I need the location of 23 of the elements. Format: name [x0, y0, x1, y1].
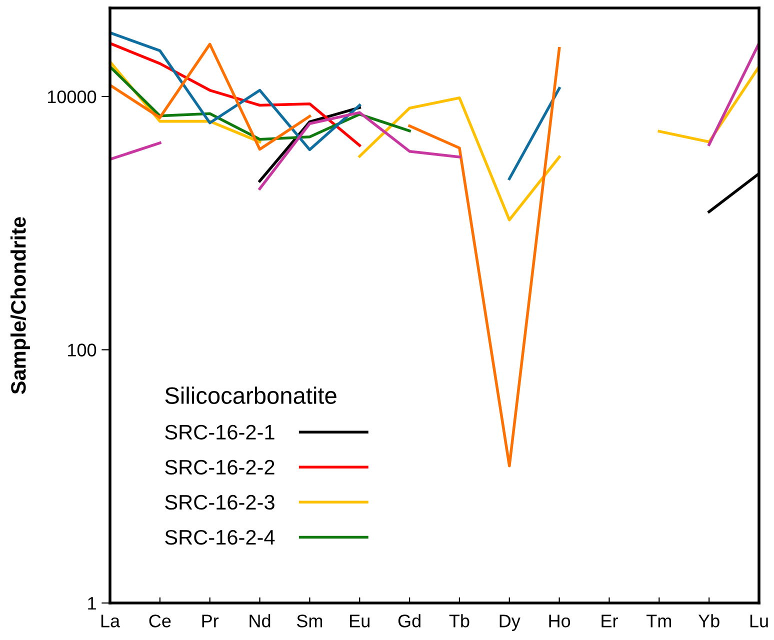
legend-title: Silicocarbonatite — [165, 386, 336, 404]
x-tick-label: Yb — [698, 614, 720, 628]
legend-label: SRC-16-2-2 — [165, 460, 274, 475]
x-tick-label: La — [101, 614, 120, 628]
x-tick-label: Ce — [149, 614, 171, 628]
x-tick-label: Tm — [646, 614, 671, 628]
legend-label: SRC-16-2-4 — [165, 530, 275, 545]
x-tick-label: Er — [602, 614, 618, 628]
x-tick-label: Eu — [350, 614, 370, 628]
x-tick-label: Gd — [398, 614, 420, 628]
legend-label: SRC-16-2-3 — [165, 494, 274, 510]
x-tick-label: Nd — [250, 614, 270, 628]
x-tick-label: Ho — [549, 614, 570, 628]
y-tick-label: 10000 — [48, 90, 96, 104]
x-tick-label: Dy — [500, 614, 520, 631]
y-tick-label: 1 — [88, 597, 96, 610]
x-tick-label: Tb — [449, 614, 470, 628]
y-tick-label: 100 — [68, 344, 96, 356]
y-axis-title: Sample/Chondrite — [10, 217, 30, 394]
x-tick-label: Lu — [750, 614, 768, 628]
x-tick-label: Sm — [296, 614, 322, 628]
x-tick-label: Pr — [202, 614, 219, 628]
legend-label: SRC-16-2-1 — [165, 424, 274, 440]
